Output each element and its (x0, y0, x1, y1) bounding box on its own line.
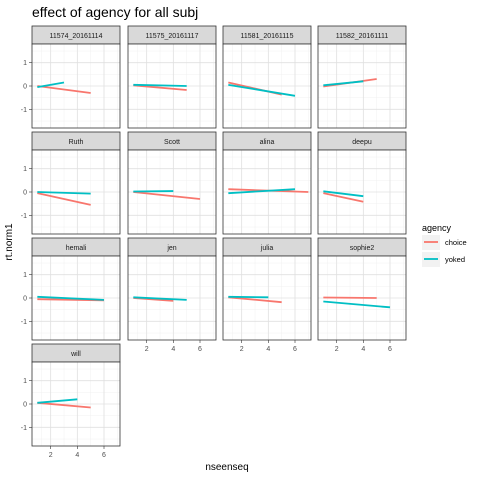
x-tick-label: 4 (75, 452, 79, 459)
facet-label: 11575_20161117 (146, 33, 199, 40)
panel-border (127, 43, 217, 129)
series-line-yoked (323, 80, 364, 87)
x-tick-label: 2 (335, 346, 339, 353)
x-tick-label: 2 (240, 346, 244, 353)
series-line-yoked (133, 83, 187, 87)
x-tick-label: 6 (388, 346, 392, 353)
facet-panel: Scott (127, 131, 217, 235)
series-line-yoked (323, 190, 364, 198)
series-line-choice (37, 401, 91, 409)
y-tick-label: 1 (23, 60, 27, 67)
facet-panels: 11574_20161114 -1 0 1 11575_20161117 11581_20… (21, 25, 407, 459)
facet-panel: sophie2 2 4 6 (317, 237, 407, 353)
facet-label: 11574_20161114 (50, 33, 103, 40)
x-tick-label: 4 (361, 346, 365, 353)
facet-panel: 11575_20161117 (127, 25, 217, 129)
y-tick-label: -1 (21, 213, 27, 220)
x-axis-title: nseenseq (205, 462, 248, 473)
x-tick-label: 2 (145, 346, 149, 353)
facet-panel: Ruth -1 0 1 (21, 131, 121, 235)
x-tick-label: 6 (198, 346, 202, 353)
series-line-choice (228, 296, 282, 304)
panel-border (317, 255, 407, 341)
chart-title: effect of agency for all subj (32, 4, 198, 20)
y-tick-label: -1 (21, 107, 27, 114)
series-line-choice (37, 192, 91, 206)
y-tick-label: 1 (23, 166, 27, 173)
facet-label: julia (260, 245, 274, 252)
facet-label: 11581_20161115 (241, 33, 294, 40)
legend: agency choice yoked (422, 223, 467, 267)
series-line-yoked (37, 81, 65, 89)
series-line-yoked (37, 398, 78, 404)
series-line-choice (323, 192, 364, 203)
series-line-choice (133, 191, 201, 200)
facet-panel: 11582_20161111 (317, 25, 407, 129)
series-line-yoked (228, 83, 296, 97)
x-tick-label: 4 (171, 346, 175, 353)
facet-label: jen (166, 245, 176, 252)
facet-panel: 11581_20161115 (222, 25, 312, 129)
x-tick-label: 4 (266, 346, 270, 353)
facet-panel: alina (222, 131, 312, 235)
panel-border (222, 149, 312, 235)
series-line-yoked (37, 295, 105, 301)
panel-border (127, 255, 217, 341)
facet-label: deepu (352, 139, 372, 146)
facet-panel: deepu (317, 131, 407, 235)
panel-border (222, 255, 312, 341)
legend-label-choice: choice (445, 238, 467, 247)
panel-border (222, 43, 312, 129)
facet-label: will (70, 351, 81, 358)
facet-label: 11582_20161111 (336, 33, 389, 40)
x-tick-label: 6 (293, 346, 297, 353)
x-tick-label: 6 (102, 452, 106, 459)
series-line-choice (37, 85, 91, 94)
facet-panel: will -1 0 1 2 4 6 (21, 343, 121, 459)
facet-label: Ruth (69, 139, 84, 146)
facet-label: Scott (164, 139, 180, 146)
y-tick-label: 0 (23, 190, 27, 197)
series-line-yoked (37, 191, 91, 195)
y-tick-label: -1 (21, 425, 27, 432)
x-tick-label: 2 (49, 452, 53, 459)
y-tick-label: 0 (23, 296, 27, 303)
y-axis-title: rt.norm1 (4, 223, 15, 261)
y-tick-label: 0 (23, 84, 27, 91)
facet-label: sophie2 (350, 245, 375, 252)
series-line-choice (133, 84, 187, 91)
series-line-yoked (323, 300, 391, 309)
panel-border (127, 149, 217, 235)
legend-title: agency (422, 223, 452, 233)
y-tick-label: 1 (23, 272, 27, 279)
panel-border (317, 149, 407, 235)
y-tick-label: -1 (21, 319, 27, 326)
series-line-yoked (133, 296, 187, 301)
facet-label: alina (260, 139, 275, 146)
y-tick-label: 1 (23, 378, 27, 385)
series-line-yoked (228, 188, 296, 195)
panel-border (317, 43, 407, 129)
facet-panel: jen 2 4 6 (127, 237, 217, 353)
facet-panel: 11574_20161114 -1 0 1 (21, 25, 121, 129)
facet-label: hemali (66, 245, 87, 252)
facet-panel: hemali -1 0 1 (21, 237, 121, 341)
facet-panel: julia 2 4 6 (222, 237, 312, 353)
y-tick-label: 0 (23, 402, 27, 409)
legend-label-yoked: yoked (445, 255, 465, 264)
